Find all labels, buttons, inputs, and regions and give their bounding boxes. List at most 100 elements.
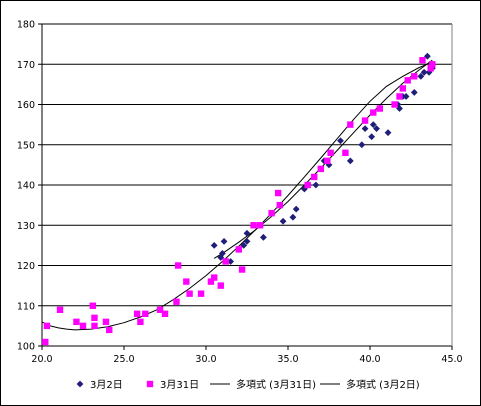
x-tick-label: 35.0 (277, 354, 298, 365)
data-point-series-1 (243, 237, 251, 245)
data-point-series-2 (137, 318, 144, 326)
data-point-series-1 (217, 254, 225, 261)
data-point-series-2 (42, 338, 49, 346)
data-point-series-2 (324, 157, 331, 165)
y-tick-label: 110 (17, 301, 35, 312)
data-point-series-2 (376, 105, 384, 112)
legend-label: 3月31日 (160, 379, 199, 391)
data-point-series-2 (419, 57, 426, 64)
data-point-series-1 (424, 52, 431, 60)
legend-label: 多項式 (3月2日) (346, 378, 420, 391)
data-point-series-2 (427, 65, 434, 72)
data-point-series-2 (56, 306, 64, 313)
x-tick-label: 25.0 (113, 354, 134, 365)
data-point-series-1 (358, 141, 366, 149)
legend-marker-symbol (76, 380, 84, 388)
data-point-series-2 (222, 258, 229, 265)
legend-label: 3月2日 (90, 379, 123, 391)
y-tick-label: 130 (17, 221, 35, 232)
data-point-series-2 (250, 222, 257, 229)
data-point-series-2 (274, 189, 282, 197)
legend-label: 多項式 (3月31日) (236, 378, 316, 391)
data-point-series-2 (91, 314, 98, 322)
y-tick-label: 120 (17, 261, 35, 272)
x-tick-label: 40.0 (359, 354, 380, 365)
data-point-series-2 (304, 181, 311, 189)
y-tick-label: 150 (17, 140, 35, 151)
data-point-series-2 (317, 165, 324, 173)
y-tick-label: 180 (17, 20, 35, 31)
data-point-series-1 (240, 241, 248, 249)
data-point-series-2 (207, 278, 215, 285)
data-point-series-2 (161, 310, 169, 317)
x-tick-label: 30.0 (195, 354, 216, 365)
data-point-series-2 (217, 282, 224, 289)
data-point-series-2 (173, 298, 180, 305)
data-point-series-1 (292, 205, 300, 213)
data-point-series-1 (384, 129, 392, 137)
data-point-series-1 (210, 241, 218, 249)
data-point-series-2 (238, 266, 246, 273)
y-tick-label: 100 (17, 342, 35, 353)
data-point-series-1 (394, 101, 402, 108)
data-point-series-2 (391, 101, 398, 108)
data-point-series-1 (279, 217, 287, 225)
data-point-series-1 (312, 181, 320, 189)
data-point-series-1 (219, 250, 226, 257)
data-point-series-1 (368, 133, 376, 141)
data-point-series-1 (417, 72, 425, 80)
data-point-series-2 (106, 326, 113, 334)
data-point-series-2 (361, 117, 369, 124)
data-point-series-2 (186, 290, 193, 297)
data-point-series-1 (289, 213, 297, 221)
data-point-series-2 (347, 121, 354, 128)
data-point-series-1 (420, 68, 428, 76)
data-point-series-2 (327, 149, 334, 156)
data-point-series-2 (276, 201, 283, 209)
data-point-series-2 (156, 306, 164, 313)
x-tick-label: 45.0 (441, 354, 462, 365)
y-tick-label: 170 (17, 60, 35, 71)
data-point-series-2 (102, 318, 110, 326)
data-point-series-2 (399, 85, 406, 92)
data-point-series-1 (325, 161, 333, 169)
data-point-series-2 (183, 278, 190, 285)
legend-marker-symbol (146, 380, 154, 388)
data-point-series-2 (411, 73, 418, 80)
y-tick-label: 140 (17, 181, 35, 192)
data-point-series-1 (346, 157, 354, 165)
data-point-series-1 (227, 258, 234, 265)
data-point-series-2 (142, 310, 149, 317)
data-point-series-2 (197, 290, 205, 297)
data-point-series-2 (342, 149, 349, 156)
data-point-series-1 (410, 89, 418, 96)
data-point-series-2 (91, 322, 98, 330)
data-point-series-2 (404, 77, 411, 84)
data-point-series-2 (133, 310, 141, 317)
data-point-series-1 (361, 125, 369, 133)
data-point-series-1 (220, 237, 228, 245)
x-tick-label: 20.0 (31, 354, 52, 365)
data-point-series-2 (429, 61, 436, 68)
data-point-series-2 (268, 209, 275, 217)
data-point-series-1 (373, 125, 380, 133)
data-point-series-1 (260, 233, 267, 241)
data-point-series-2 (311, 173, 318, 181)
data-point-series-1 (369, 121, 377, 129)
data-point-series-1 (402, 93, 410, 100)
data-point-series-2 (79, 322, 87, 330)
data-point-series-2 (396, 93, 403, 100)
data-point-series-2 (174, 262, 182, 269)
data-point-series-1 (337, 137, 344, 145)
trendline-1 (41, 61, 433, 331)
data-point-series-2 (73, 318, 80, 326)
data-point-series-2 (256, 222, 264, 229)
data-point-series-2 (89, 302, 97, 309)
data-point-series-1 (396, 105, 403, 112)
y-tick-label: 160 (17, 100, 35, 111)
data-point-series-2 (43, 322, 51, 330)
data-point-series-2 (370, 109, 377, 116)
data-point-series-1 (243, 229, 251, 237)
data-point-series-2 (235, 246, 242, 253)
